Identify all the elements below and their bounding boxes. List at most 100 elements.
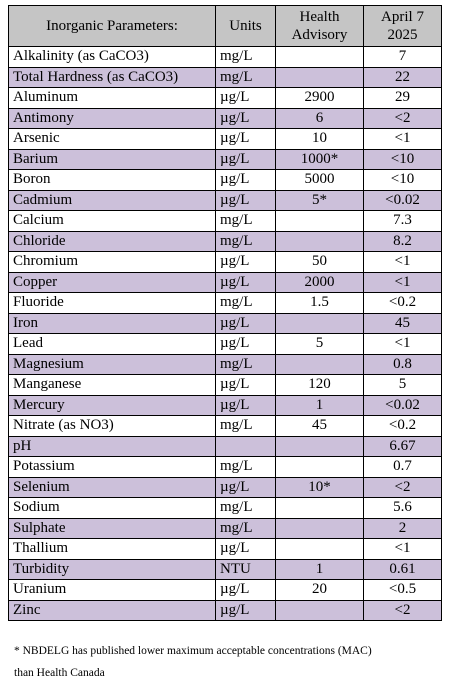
result-cell: <1	[363, 128, 442, 150]
result-cell: 0.7	[363, 456, 442, 478]
parameter-name-cell: Barium	[8, 148, 216, 170]
health-advisory-cell: 10	[275, 128, 364, 150]
units-cell: mg/L	[215, 210, 276, 232]
table-row: Magnesium mg/L 0.8	[8, 353, 442, 375]
units-cell: µg/L	[215, 251, 276, 273]
units-cell: µg/L	[215, 189, 276, 211]
health-advisory-cell: 5000	[275, 169, 364, 191]
table-body: Alkalinity (as CaCO3) mg/L 7 Total Hardness…	[8, 46, 442, 621]
table-row: Arsenic µg/L 10 <1	[8, 128, 442, 150]
health-advisory-cell: 5	[275, 333, 364, 355]
units-cell: mg/L	[215, 230, 276, 252]
health-advisory-cell: 50	[275, 251, 364, 273]
header-sample-date: April 7 2025	[363, 5, 442, 47]
parameter-name-cell: Zinc	[8, 599, 216, 621]
table-row: Iron µg/L 45	[8, 312, 442, 334]
parameter-name-cell: pH	[8, 435, 216, 457]
table-row: Sulphate mg/L 2	[8, 517, 442, 539]
health-advisory-cell: 1	[275, 394, 364, 416]
table-header: Inorganic Parameters: Units Health Advis…	[8, 5, 442, 47]
units-cell: µg/L	[215, 394, 276, 416]
result-cell: 45	[363, 312, 442, 334]
units-cell: µg/L	[215, 538, 276, 560]
table-row: Selenium µg/L 10* <2	[8, 476, 442, 498]
header-row: Inorganic Parameters: Units Health Advis…	[8, 5, 442, 47]
result-cell: 8.2	[363, 230, 442, 252]
result-cell: <0.02	[363, 189, 442, 211]
parameter-name-cell: Lead	[8, 333, 216, 355]
result-cell: <2	[363, 107, 442, 129]
parameter-name-cell: Sodium	[8, 497, 216, 519]
table-row: Barium µg/L 1000* <10	[8, 148, 442, 170]
units-cell: mg/L	[215, 497, 276, 519]
health-advisory-cell	[275, 538, 364, 560]
health-advisory-cell	[275, 210, 364, 232]
units-cell: µg/L	[215, 599, 276, 621]
units-cell: µg/L	[215, 148, 276, 170]
units-cell: mg/L	[215, 353, 276, 375]
health-advisory-cell	[275, 456, 364, 478]
parameter-name-cell: Nitrate (as NO3)	[8, 415, 216, 437]
inorganic-parameters-table: Inorganic Parameters: Units Health Advis…	[8, 5, 442, 621]
health-advisory-cell: 1000*	[275, 148, 364, 170]
result-cell: 2	[363, 517, 442, 539]
header-health-advisory: Health Advisory	[275, 5, 364, 47]
result-cell: <0.5	[363, 579, 442, 601]
result-cell: <0.2	[363, 292, 442, 314]
table-row: Turbidity NTU 1 0.61	[8, 558, 442, 580]
table-row: Boron µg/L 5000 <10	[8, 169, 442, 191]
parameter-name-cell: Uranium	[8, 579, 216, 601]
result-cell: <1	[363, 271, 442, 293]
parameter-name-cell: Total Hardness (as CaCO3)	[8, 66, 216, 88]
parameter-name-cell: Thallium	[8, 538, 216, 560]
parameter-name-cell: Boron	[8, 169, 216, 191]
parameter-name-cell: Chloride	[8, 230, 216, 252]
table-row: Copper µg/L 2000 <1	[8, 271, 442, 293]
units-cell: µg/L	[215, 374, 276, 396]
result-cell: 7	[363, 46, 442, 68]
table-row: Manganese µg/L 120 5	[8, 374, 442, 396]
header-date-line1: April 7	[381, 9, 424, 25]
units-cell: µg/L	[215, 312, 276, 334]
result-cell: <0.02	[363, 394, 442, 416]
units-cell: mg/L	[215, 517, 276, 539]
table-row: Calcium mg/L 7.3	[8, 210, 442, 232]
result-cell: 5	[363, 374, 442, 396]
units-cell: mg/L	[215, 66, 276, 88]
header-date-line2: 2025	[387, 27, 418, 43]
parameter-name-cell: Cadmium	[8, 189, 216, 211]
result-cell: 7.3	[363, 210, 442, 232]
parameter-name-cell: Aluminum	[8, 87, 216, 109]
header-advisory-line1: Health	[299, 9, 340, 25]
parameter-name-cell: Antimony	[8, 107, 216, 129]
table-row: Fluoride mg/L 1.5 <0.2	[8, 292, 442, 314]
table-row: Chromium µg/L 50 <1	[8, 251, 442, 273]
units-cell	[215, 435, 276, 457]
health-advisory-cell	[275, 599, 364, 621]
health-advisory-cell	[275, 230, 364, 252]
parameter-name-cell: Magnesium	[8, 353, 216, 375]
parameter-name-cell: Iron	[8, 312, 216, 334]
table-row: Alkalinity (as CaCO3) mg/L 7	[8, 46, 442, 68]
parameter-name-cell: Mercury	[8, 394, 216, 416]
result-cell: <1	[363, 538, 442, 560]
header-units: Units	[215, 5, 276, 47]
units-cell: mg/L	[215, 292, 276, 314]
table-row: Aluminum µg/L 2900 29	[8, 87, 442, 109]
health-advisory-cell: 2000	[275, 271, 364, 293]
units-cell: µg/L	[215, 128, 276, 150]
result-cell: <1	[363, 251, 442, 273]
parameter-name-cell: Turbidity	[8, 558, 216, 580]
health-advisory-cell: 1	[275, 558, 364, 580]
table-row: Zinc µg/L <2	[8, 599, 442, 621]
result-cell: <2	[363, 599, 442, 621]
table-row: Uranium µg/L 20 <0.5	[8, 579, 442, 601]
units-cell: mg/L	[215, 46, 276, 68]
result-cell: 6.67	[363, 435, 442, 457]
health-advisory-cell: 120	[275, 374, 364, 396]
health-advisory-cell	[275, 353, 364, 375]
units-cell: µg/L	[215, 476, 276, 498]
units-cell: µg/L	[215, 107, 276, 129]
table-row: Sodium mg/L 5.6	[8, 497, 442, 519]
table-row: Antimony µg/L 6 <2	[8, 107, 442, 129]
